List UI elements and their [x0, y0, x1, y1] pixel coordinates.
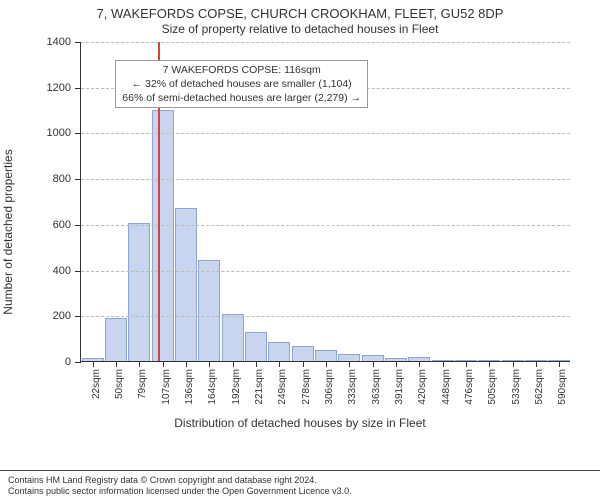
- x-tick-label: 22sqm: [91, 369, 102, 399]
- annotation-line: 7 WAKEFORDS COPSE: 116sqm: [122, 63, 361, 77]
- x-tick: [326, 361, 327, 367]
- y-tick: [75, 362, 81, 363]
- y-tick: [75, 316, 81, 317]
- x-tick: [536, 361, 537, 367]
- x-tick: [349, 361, 350, 367]
- y-tick-label: 1400: [47, 36, 71, 48]
- bar: [152, 110, 174, 361]
- x-tick-label: 306sqm: [324, 369, 335, 405]
- gridline: [81, 133, 570, 134]
- x-tick-label: 533sqm: [511, 369, 522, 405]
- y-tick-label: 0: [65, 356, 71, 368]
- footer-line-1: Contains HM Land Registry data © Crown c…: [8, 475, 592, 486]
- y-axis-label: Number of detached properties: [1, 149, 15, 314]
- x-tick-label: 50sqm: [114, 369, 125, 399]
- bar: [338, 354, 360, 361]
- x-tick-label: 505sqm: [487, 369, 498, 405]
- bar: [292, 346, 314, 361]
- x-tick-label: 562sqm: [534, 369, 545, 405]
- bar: [128, 223, 150, 361]
- bar: [268, 342, 290, 361]
- gridline: [81, 225, 570, 226]
- bar: [245, 332, 267, 361]
- chart-subtitle: Size of property relative to detached ho…: [0, 22, 600, 36]
- x-tick-label: 278sqm: [301, 369, 312, 405]
- x-tick: [419, 361, 420, 367]
- y-tick: [75, 225, 81, 226]
- annotation-line: 66% of semi-detached houses are larger (…: [122, 91, 361, 105]
- chart-title: 7, WAKEFORDS COPSE, CHURCH CROOKHAM, FLE…: [0, 6, 600, 21]
- x-tick-label: 221sqm: [254, 369, 265, 405]
- x-tick: [209, 361, 210, 367]
- gridline: [81, 179, 570, 180]
- y-tick-label: 400: [53, 265, 71, 277]
- annotation-box: 7 WAKEFORDS COPSE: 116sqm← 32% of detach…: [115, 60, 368, 109]
- x-tick-label: 590sqm: [557, 369, 568, 405]
- y-tick: [75, 42, 81, 43]
- x-tick: [163, 361, 164, 367]
- x-tick-label: 476sqm: [464, 369, 475, 405]
- x-tick: [396, 361, 397, 367]
- y-tick: [75, 88, 81, 89]
- y-tick: [75, 133, 81, 134]
- bar: [175, 208, 197, 361]
- x-tick-label: 192sqm: [231, 369, 242, 405]
- x-tick: [373, 361, 374, 367]
- x-tick: [233, 361, 234, 367]
- x-axis-label: Distribution of detached houses by size …: [174, 416, 425, 430]
- footer-line-2: Contains public sector information licen…: [8, 486, 592, 497]
- x-tick: [256, 361, 257, 367]
- bar: [315, 350, 337, 361]
- gridline: [81, 42, 570, 43]
- y-tick-label: 600: [53, 219, 71, 231]
- gridline: [81, 316, 570, 317]
- x-tick-label: 363sqm: [371, 369, 382, 405]
- y-tick-label: 800: [53, 173, 71, 185]
- x-tick: [443, 361, 444, 367]
- gridline: [81, 271, 570, 272]
- x-tick-label: 333sqm: [347, 369, 358, 405]
- chart-footer: Contains HM Land Registry data © Crown c…: [0, 470, 600, 500]
- bar: [198, 260, 220, 361]
- plot-area: 020040060080010001200140022sqm50sqm79sqm…: [80, 42, 570, 362]
- x-tick: [279, 361, 280, 367]
- chart-area: Number of detached properties 0200400600…: [30, 42, 570, 422]
- x-tick-label: 249sqm: [277, 369, 288, 405]
- x-tick: [513, 361, 514, 367]
- bar: [222, 314, 244, 361]
- y-tick: [75, 271, 81, 272]
- x-tick: [303, 361, 304, 367]
- x-tick: [466, 361, 467, 367]
- y-tick-label: 1200: [47, 82, 71, 94]
- x-tick: [139, 361, 140, 367]
- x-tick-label: 164sqm: [207, 369, 218, 405]
- x-tick: [559, 361, 560, 367]
- x-tick-label: 448sqm: [441, 369, 452, 405]
- y-tick: [75, 179, 81, 180]
- x-tick: [489, 361, 490, 367]
- annotation-line: ← 32% of detached houses are smaller (1,…: [122, 77, 361, 91]
- x-tick: [116, 361, 117, 367]
- y-tick-label: 200: [53, 310, 71, 322]
- x-tick-label: 79sqm: [137, 369, 148, 399]
- x-tick: [186, 361, 187, 367]
- y-tick-label: 1000: [47, 127, 71, 139]
- x-tick: [93, 361, 94, 367]
- x-tick-label: 107sqm: [161, 369, 172, 405]
- x-tick-label: 136sqm: [184, 369, 195, 405]
- bar: [105, 318, 127, 361]
- x-tick-label: 391sqm: [394, 369, 405, 405]
- x-tick-label: 420sqm: [417, 369, 428, 405]
